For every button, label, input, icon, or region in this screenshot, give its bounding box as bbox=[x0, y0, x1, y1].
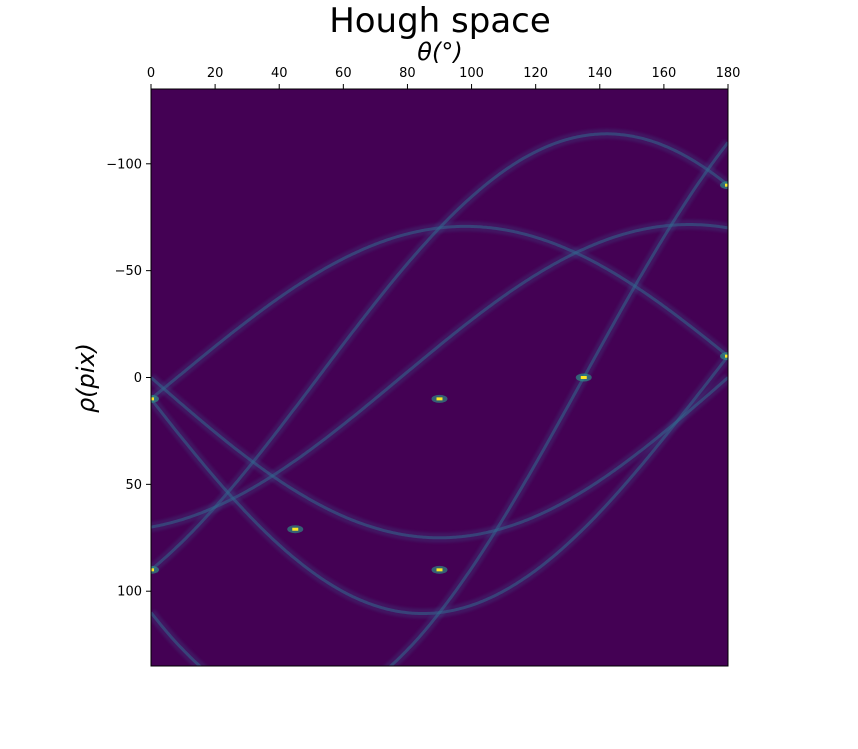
chart-title: Hough space bbox=[329, 1, 551, 41]
y-tick-label: −100 bbox=[106, 157, 142, 172]
hough-curve bbox=[151, 219, 728, 533]
hough-peak bbox=[431, 394, 448, 403]
hough-curve bbox=[151, 373, 728, 543]
hough-peak bbox=[287, 525, 304, 534]
y-tick-label: 0 bbox=[134, 371, 142, 386]
y-tick-label: −50 bbox=[115, 264, 142, 279]
x-axis-label: θ(°) bbox=[417, 38, 462, 66]
hough-curve bbox=[151, 139, 728, 666]
heatmap-background bbox=[151, 89, 728, 666]
x-tick-label: 60 bbox=[335, 66, 352, 81]
hough-peak bbox=[720, 352, 728, 361]
x-axis-ticks: 0 20 40 60 80 100 120 140 160 180 bbox=[147, 66, 741, 89]
hough-peaks bbox=[151, 181, 728, 574]
hough-curves bbox=[151, 128, 728, 666]
x-tick-label: 20 bbox=[207, 66, 224, 81]
y-tick-label: 50 bbox=[125, 478, 142, 493]
hough-peak bbox=[720, 181, 728, 190]
x-tick-label: 160 bbox=[651, 66, 676, 81]
y-axis-ticks: −100 −50 0 50 100 bbox=[106, 157, 151, 600]
x-tick-label: 40 bbox=[271, 66, 288, 81]
x-tick-label: 0 bbox=[147, 66, 155, 81]
plot-area bbox=[150, 88, 729, 667]
x-tick-label: 140 bbox=[587, 66, 612, 81]
hough-peak bbox=[575, 373, 592, 382]
x-tick-label: 80 bbox=[399, 66, 416, 81]
y-tick-label: 100 bbox=[117, 585, 142, 600]
hough-peak bbox=[431, 565, 448, 574]
x-tick-label: 180 bbox=[716, 66, 741, 81]
x-tick-label: 100 bbox=[459, 66, 484, 81]
hough-curve bbox=[151, 128, 728, 574]
hough-peak bbox=[151, 394, 159, 403]
y-axis-label: ρ(pix) bbox=[72, 343, 100, 413]
hough-peak bbox=[151, 565, 159, 574]
x-tick-label: 120 bbox=[523, 66, 548, 81]
